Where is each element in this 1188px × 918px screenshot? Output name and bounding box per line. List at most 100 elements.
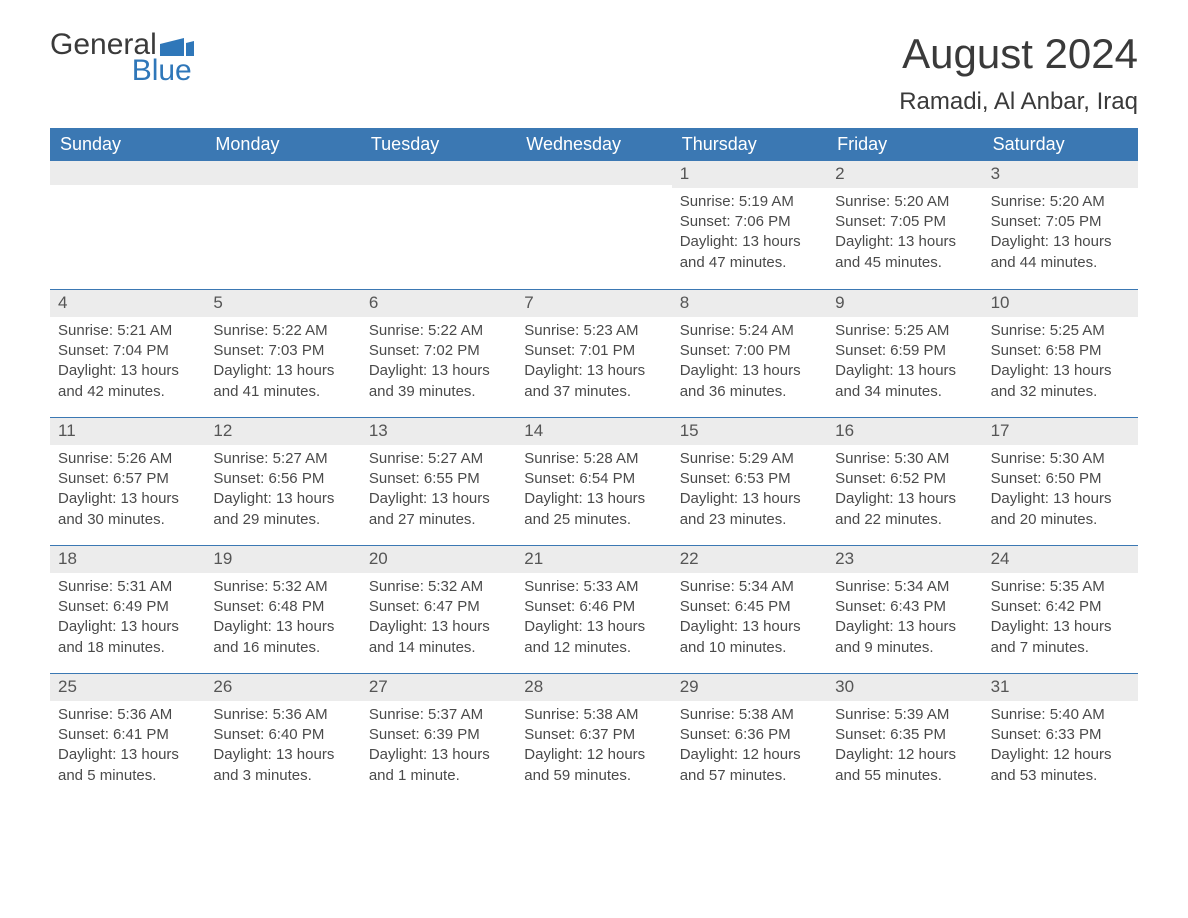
daylight-text: Daylight: 13 hours and 39 minutes. xyxy=(369,361,508,402)
day-cell: 5Sunrise: 5:22 AMSunset: 7:03 PMDaylight… xyxy=(205,290,360,417)
week-row: 4Sunrise: 5:21 AMSunset: 7:04 PMDaylight… xyxy=(50,289,1138,417)
day-number: 10 xyxy=(983,290,1138,317)
daylight-text: Daylight: 13 hours and 5 minutes. xyxy=(58,745,197,786)
sunrise-text: Sunrise: 5:36 AM xyxy=(58,705,197,725)
day-number: 18 xyxy=(50,546,205,573)
day-cell: 21Sunrise: 5:33 AMSunset: 6:46 PMDayligh… xyxy=(516,546,671,673)
sunset-text: Sunset: 6:49 PM xyxy=(58,597,197,617)
day-number: 6 xyxy=(361,290,516,317)
day-cell: 31Sunrise: 5:40 AMSunset: 6:33 PMDayligh… xyxy=(983,674,1138,801)
day-number: 31 xyxy=(983,674,1138,701)
sunrise-text: Sunrise: 5:38 AM xyxy=(524,705,663,725)
daylight-text: Daylight: 12 hours and 57 minutes. xyxy=(680,745,819,786)
day-number: 21 xyxy=(516,546,671,573)
sunrise-text: Sunrise: 5:38 AM xyxy=(680,705,819,725)
day-number: 30 xyxy=(827,674,982,701)
day-cell xyxy=(205,161,360,289)
day-body: Sunrise: 5:28 AMSunset: 6:54 PMDaylight:… xyxy=(516,445,671,540)
week-row: 18Sunrise: 5:31 AMSunset: 6:49 PMDayligh… xyxy=(50,545,1138,673)
daylight-text: Daylight: 13 hours and 45 minutes. xyxy=(835,232,974,273)
sunrise-text: Sunrise: 5:20 AM xyxy=(991,192,1130,212)
sunrise-text: Sunrise: 5:35 AM xyxy=(991,577,1130,597)
day-number: 13 xyxy=(361,418,516,445)
sunrise-text: Sunrise: 5:39 AM xyxy=(835,705,974,725)
day-body: Sunrise: 5:33 AMSunset: 6:46 PMDaylight:… xyxy=(516,573,671,668)
sunrise-text: Sunrise: 5:23 AM xyxy=(524,321,663,341)
daylight-text: Daylight: 12 hours and 53 minutes. xyxy=(991,745,1130,786)
day-number: 16 xyxy=(827,418,982,445)
day-body: Sunrise: 5:26 AMSunset: 6:57 PMDaylight:… xyxy=(50,445,205,540)
sunset-text: Sunset: 7:05 PM xyxy=(991,212,1130,232)
daylight-text: Daylight: 12 hours and 55 minutes. xyxy=(835,745,974,786)
day-cell: 2Sunrise: 5:20 AMSunset: 7:05 PMDaylight… xyxy=(827,161,982,289)
day-body: Sunrise: 5:35 AMSunset: 6:42 PMDaylight:… xyxy=(983,573,1138,668)
day-body: Sunrise: 5:29 AMSunset: 6:53 PMDaylight:… xyxy=(672,445,827,540)
day-number: 24 xyxy=(983,546,1138,573)
day-number: 22 xyxy=(672,546,827,573)
day-body: Sunrise: 5:38 AMSunset: 6:36 PMDaylight:… xyxy=(672,701,827,796)
daylight-text: Daylight: 12 hours and 59 minutes. xyxy=(524,745,663,786)
sunset-text: Sunset: 7:00 PM xyxy=(680,341,819,361)
daylight-text: Daylight: 13 hours and 25 minutes. xyxy=(524,489,663,530)
daylight-text: Daylight: 13 hours and 3 minutes. xyxy=(213,745,352,786)
day-cell: 3Sunrise: 5:20 AMSunset: 7:05 PMDaylight… xyxy=(983,161,1138,289)
day-number: 29 xyxy=(672,674,827,701)
sunset-text: Sunset: 6:48 PM xyxy=(213,597,352,617)
daylight-text: Daylight: 13 hours and 42 minutes. xyxy=(58,361,197,402)
day-number: 2 xyxy=(827,161,982,188)
sunset-text: Sunset: 6:45 PM xyxy=(680,597,819,617)
day-number: 27 xyxy=(361,674,516,701)
week-row: 25Sunrise: 5:36 AMSunset: 6:41 PMDayligh… xyxy=(50,673,1138,801)
day-body: Sunrise: 5:30 AMSunset: 6:52 PMDaylight:… xyxy=(827,445,982,540)
day-body: Sunrise: 5:24 AMSunset: 7:00 PMDaylight:… xyxy=(672,317,827,412)
day-number: 25 xyxy=(50,674,205,701)
day-number: 7 xyxy=(516,290,671,317)
day-number xyxy=(516,161,671,185)
day-cell: 26Sunrise: 5:36 AMSunset: 6:40 PMDayligh… xyxy=(205,674,360,801)
day-body: Sunrise: 5:27 AMSunset: 6:56 PMDaylight:… xyxy=(205,445,360,540)
day-number: 4 xyxy=(50,290,205,317)
daylight-text: Daylight: 13 hours and 41 minutes. xyxy=(213,361,352,402)
daylight-text: Daylight: 13 hours and 37 minutes. xyxy=(524,361,663,402)
day-cell: 30Sunrise: 5:39 AMSunset: 6:35 PMDayligh… xyxy=(827,674,982,801)
day-body: Sunrise: 5:23 AMSunset: 7:01 PMDaylight:… xyxy=(516,317,671,412)
day-body: Sunrise: 5:19 AMSunset: 7:06 PMDaylight:… xyxy=(672,188,827,283)
day-cell: 25Sunrise: 5:36 AMSunset: 6:41 PMDayligh… xyxy=(50,674,205,801)
day-body: Sunrise: 5:34 AMSunset: 6:45 PMDaylight:… xyxy=(672,573,827,668)
sunset-text: Sunset: 7:01 PM xyxy=(524,341,663,361)
day-cell: 14Sunrise: 5:28 AMSunset: 6:54 PMDayligh… xyxy=(516,418,671,545)
day-cell: 10Sunrise: 5:25 AMSunset: 6:58 PMDayligh… xyxy=(983,290,1138,417)
day-cell: 29Sunrise: 5:38 AMSunset: 6:36 PMDayligh… xyxy=(672,674,827,801)
daylight-text: Daylight: 13 hours and 34 minutes. xyxy=(835,361,974,402)
sunrise-text: Sunrise: 5:25 AM xyxy=(835,321,974,341)
sunrise-text: Sunrise: 5:21 AM xyxy=(58,321,197,341)
day-body: Sunrise: 5:22 AMSunset: 7:03 PMDaylight:… xyxy=(205,317,360,412)
day-body: Sunrise: 5:34 AMSunset: 6:43 PMDaylight:… xyxy=(827,573,982,668)
day-number: 23 xyxy=(827,546,982,573)
day-cell: 27Sunrise: 5:37 AMSunset: 6:39 PMDayligh… xyxy=(361,674,516,801)
day-cell: 24Sunrise: 5:35 AMSunset: 6:42 PMDayligh… xyxy=(983,546,1138,673)
day-cell: 4Sunrise: 5:21 AMSunset: 7:04 PMDaylight… xyxy=(50,290,205,417)
sunset-text: Sunset: 6:43 PM xyxy=(835,597,974,617)
weekday-header-cell: Tuesday xyxy=(361,128,516,161)
weekday-header-cell: Saturday xyxy=(983,128,1138,161)
sunrise-text: Sunrise: 5:34 AM xyxy=(680,577,819,597)
sunset-text: Sunset: 7:03 PM xyxy=(213,341,352,361)
day-number: 5 xyxy=(205,290,360,317)
sunset-text: Sunset: 7:02 PM xyxy=(369,341,508,361)
daylight-text: Daylight: 13 hours and 9 minutes. xyxy=(835,617,974,658)
sunrise-text: Sunrise: 5:22 AM xyxy=(213,321,352,341)
day-number: 1 xyxy=(672,161,827,188)
logo: General Blue xyxy=(50,30,194,86)
daylight-text: Daylight: 13 hours and 32 minutes. xyxy=(991,361,1130,402)
day-cell xyxy=(361,161,516,289)
daylight-text: Daylight: 13 hours and 7 minutes. xyxy=(991,617,1130,658)
daylight-text: Daylight: 13 hours and 14 minutes. xyxy=(369,617,508,658)
sunset-text: Sunset: 6:50 PM xyxy=(991,469,1130,489)
daylight-text: Daylight: 13 hours and 12 minutes. xyxy=(524,617,663,658)
day-body: Sunrise: 5:20 AMSunset: 7:05 PMDaylight:… xyxy=(827,188,982,283)
day-number: 11 xyxy=(50,418,205,445)
daylight-text: Daylight: 13 hours and 27 minutes. xyxy=(369,489,508,530)
day-body: Sunrise: 5:27 AMSunset: 6:55 PMDaylight:… xyxy=(361,445,516,540)
day-number: 20 xyxy=(361,546,516,573)
